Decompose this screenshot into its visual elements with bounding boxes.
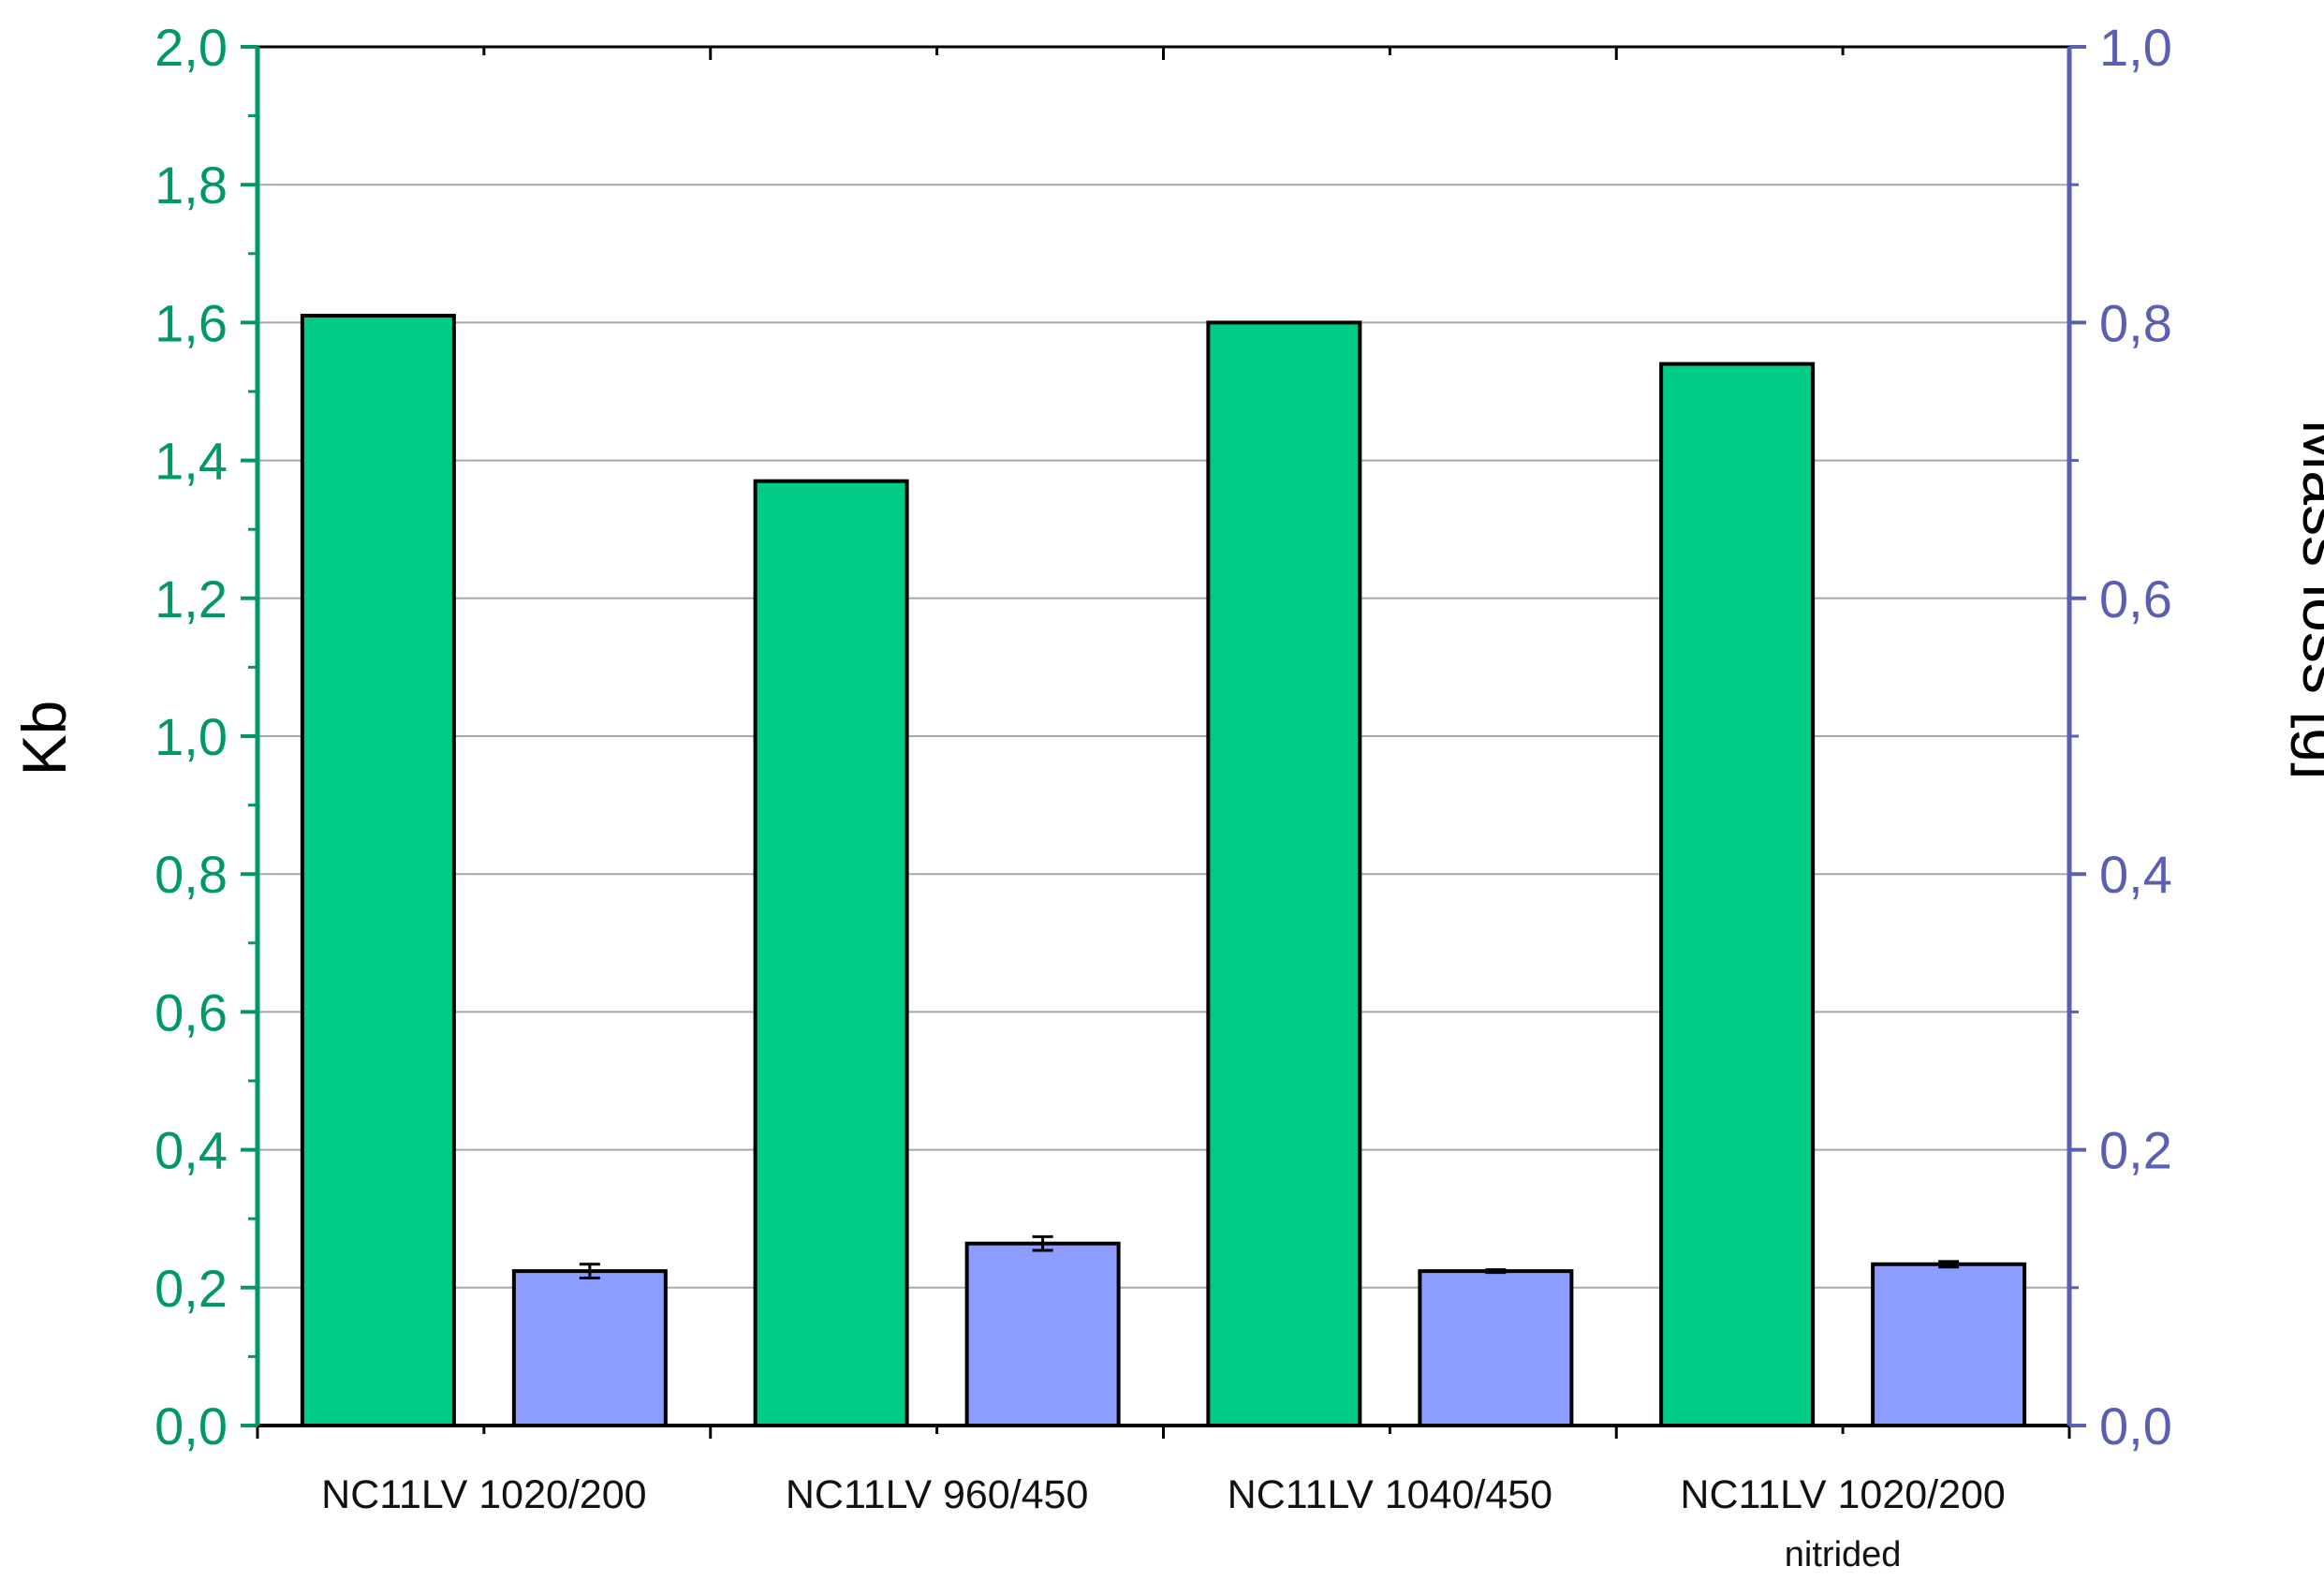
category-label: NC11LV 960/450 bbox=[786, 1472, 1089, 1517]
left-tick-label: 0,4 bbox=[154, 1121, 228, 1180]
bar bbox=[753, 479, 909, 1427]
right-tick-label: 0,4 bbox=[2099, 845, 2172, 904]
category-label: NC11LV 1040/450 bbox=[1228, 1472, 1552, 1517]
left-tick-label: 1,8 bbox=[154, 155, 228, 214]
bar bbox=[1206, 320, 1362, 1427]
right-axis-title: Mass loss [g] bbox=[2290, 419, 2324, 779]
left-tick-label: 0,8 bbox=[154, 845, 228, 904]
bar bbox=[300, 314, 456, 1427]
left-tick-label: 1,2 bbox=[154, 569, 228, 628]
category-label: NC11LV 1020/200 bbox=[321, 1472, 646, 1517]
left-tick-label: 1,6 bbox=[154, 293, 228, 352]
right-tick-label: 0,8 bbox=[2099, 293, 2172, 352]
right-tick-label: 1,0 bbox=[2099, 18, 2172, 77]
left-tick-label: 0,2 bbox=[154, 1259, 228, 1318]
bar bbox=[511, 1269, 668, 1427]
bar bbox=[1659, 362, 1816, 1427]
left-tick-label: 0,6 bbox=[154, 983, 228, 1042]
category-label: NC11LV 1020/200 bbox=[1680, 1472, 2005, 1517]
category-sublabel: nitrided bbox=[1785, 1535, 1902, 1574]
bars bbox=[300, 314, 2027, 1428]
bar bbox=[964, 1241, 1121, 1428]
left-tick-label: 1,4 bbox=[154, 432, 228, 491]
axes bbox=[241, 45, 2086, 1439]
left-tick-label: 0,0 bbox=[154, 1396, 228, 1455]
right-tick-label: 0,0 bbox=[2099, 1396, 2172, 1455]
right-tick-label: 0,2 bbox=[2099, 1121, 2172, 1180]
bar bbox=[1871, 1262, 2027, 1427]
left-axis-title: Kb bbox=[9, 701, 79, 776]
left-tick-label: 1,0 bbox=[154, 707, 228, 766]
right-tick-label: 0,6 bbox=[2099, 569, 2172, 628]
left-tick-label: 2,0 bbox=[154, 18, 228, 77]
bar bbox=[1418, 1269, 1574, 1427]
labels: Kb Mass loss [g] 0,0 0,2 0,4 0,6 0,8 1,0 1,2 1,… bbox=[9, 18, 2324, 1574]
